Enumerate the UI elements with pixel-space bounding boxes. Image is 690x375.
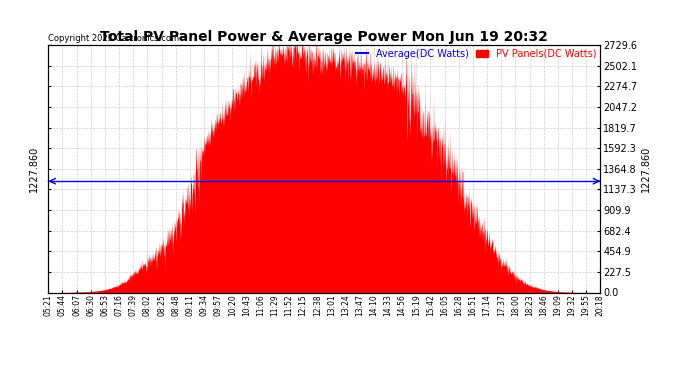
Y-axis label: 1227.860: 1227.860 bbox=[642, 146, 651, 192]
Y-axis label: 1227.860: 1227.860 bbox=[29, 146, 39, 192]
Title: Total PV Panel Power & Average Power Mon Jun 19 20:32: Total PV Panel Power & Average Power Mon… bbox=[100, 30, 549, 44]
Legend: Average(DC Watts), PV Panels(DC Watts): Average(DC Watts), PV Panels(DC Watts) bbox=[353, 45, 600, 63]
Text: Copyright 2023 Cartronics.com: Copyright 2023 Cartronics.com bbox=[48, 33, 179, 42]
